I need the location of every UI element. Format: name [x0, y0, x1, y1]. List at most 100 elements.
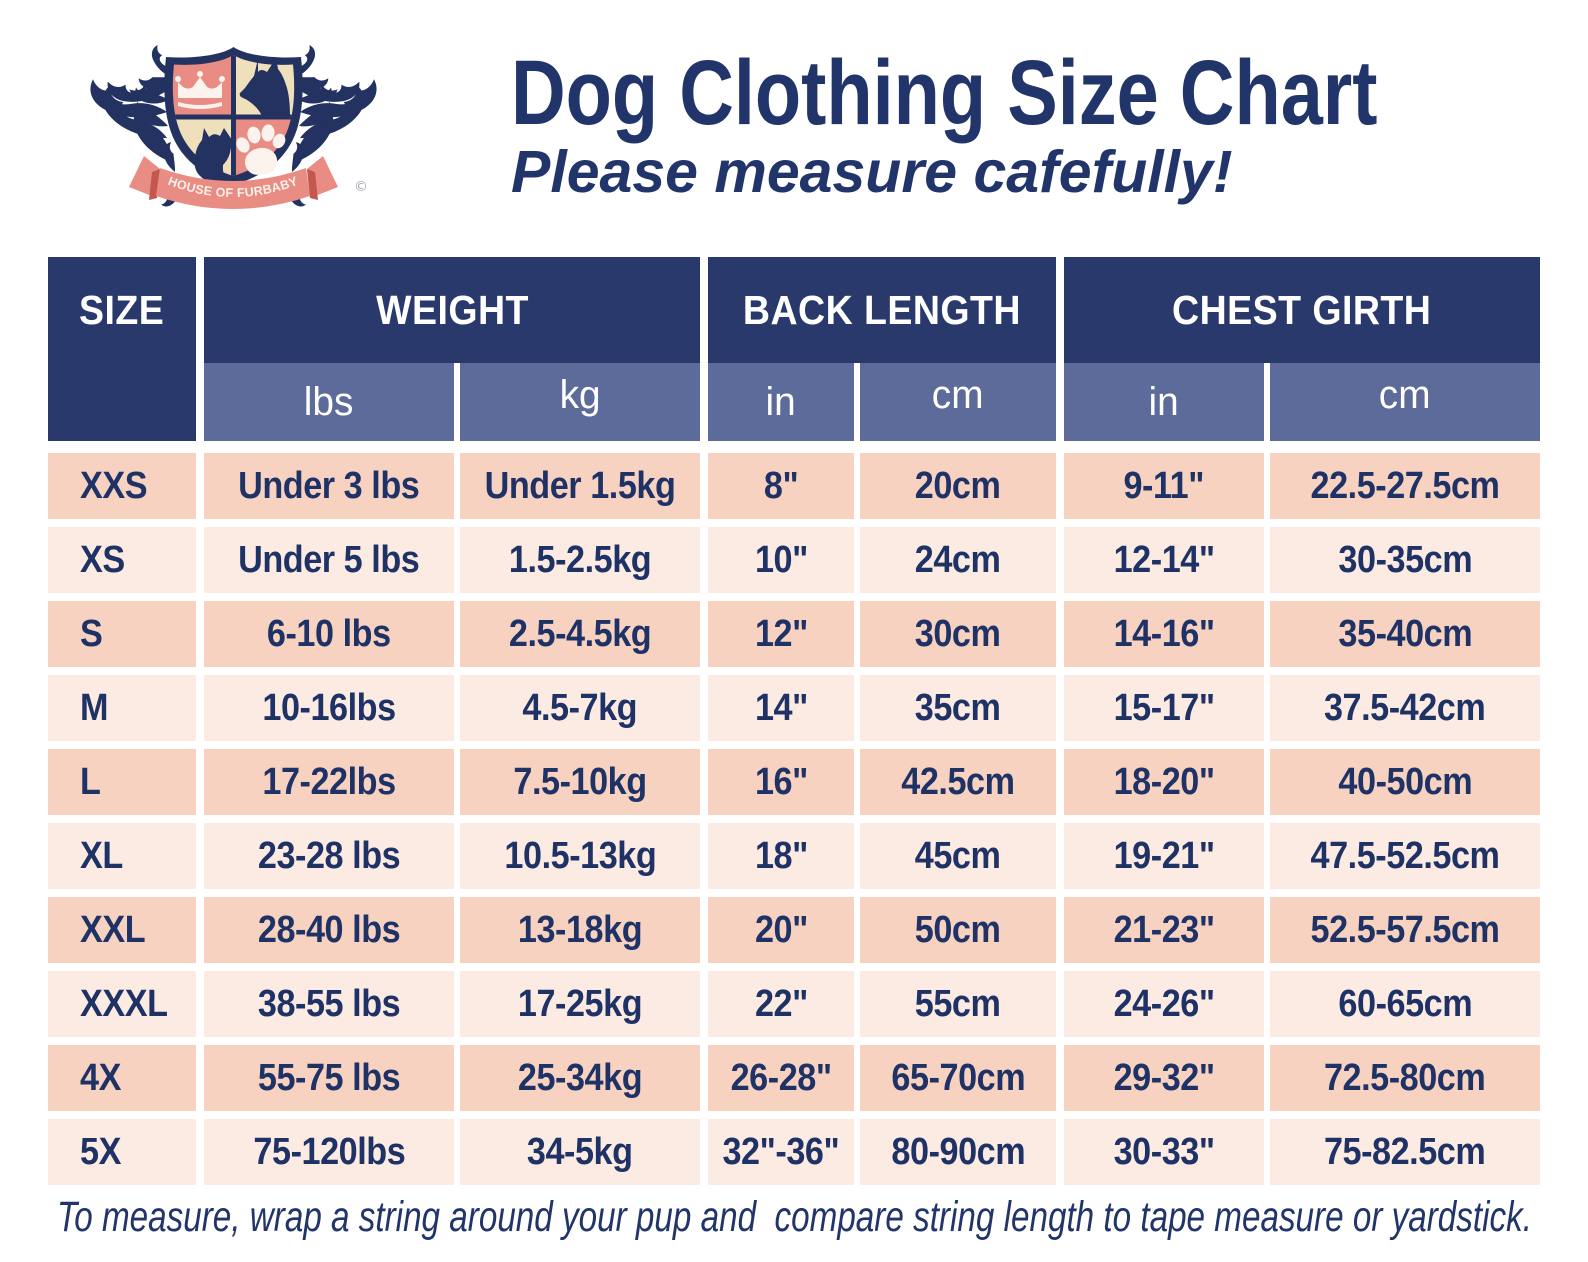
cell-weight-kg: 10.5-13kg — [460, 823, 700, 889]
cell-chest-girth-in: 14-16" — [1064, 601, 1264, 667]
cell-text: 15-17" — [1113, 686, 1215, 729]
cell-text: 12" — [754, 612, 808, 655]
cell-text: 40-50cm — [1338, 760, 1472, 803]
unit-header-lbs: lbs — [204, 363, 454, 441]
table-row-xxxl: XXXL 38-55 lbs 17-25kg 22" 55cm 24-26" 6… — [48, 971, 1540, 1037]
table-row-s: S 6-10 lbs 2.5-4.5kg 12" 30cm 14-16" 35-… — [48, 601, 1540, 667]
copyright-icon: © — [354, 179, 368, 195]
cell-text: 45cm — [915, 834, 1001, 877]
table-row-5x: 5X 75-120lbs 34-5kg 32"-36" 80-90cm 30-3… — [48, 1119, 1540, 1185]
chest-girth-label-text: CHEST GIRTH — [1172, 286, 1432, 333]
cell-chest-girth-cm: 75-82.5cm — [1270, 1119, 1540, 1185]
cell-text: 75-82.5cm — [1324, 1130, 1486, 1173]
paw-print-icon — [236, 124, 286, 175]
cell-back-length-cm: 24cm — [860, 527, 1056, 593]
cell-back-length-cm: 80-90cm — [860, 1119, 1056, 1185]
cell-weight-kg: 7.5-10kg — [460, 749, 700, 815]
cell-back-length-in: 26-28" — [708, 1045, 854, 1111]
cell-weight-lbs: 38-55 lbs — [204, 971, 454, 1037]
cell-text: 24-26" — [1113, 982, 1215, 1025]
cell-text: 38-55 lbs — [257, 982, 401, 1025]
cell-text: 55cm — [915, 982, 1001, 1025]
cell-weight-lbs: 55-75 lbs — [204, 1045, 454, 1111]
cell-text: 72.5-80cm — [1324, 1056, 1486, 1099]
cell-text: Under 5 lbs — [238, 538, 420, 581]
cell-chest-girth-cm: 72.5-80cm — [1270, 1045, 1540, 1111]
cell-text: 30-33" — [1113, 1130, 1215, 1173]
cell-weight-kg: 1.5-2.5kg — [460, 527, 700, 593]
column-header-chest-girth: CHEST GIRTH — [1064, 257, 1540, 363]
unit-header-kg-label: kg — [559, 372, 601, 417]
cell-back-length-in: 18" — [708, 823, 854, 889]
column-group-chest-girth: CHEST GIRTH in cm — [1064, 257, 1540, 441]
cell-text: 10-16lbs — [262, 686, 396, 729]
cell-weight-lbs: 6-10 lbs — [204, 601, 454, 667]
cell-weight-kg: Under 1.5kg — [460, 453, 700, 519]
cell-text: 42.5cm — [901, 760, 1015, 803]
cell-text: 21-23" — [1113, 908, 1215, 951]
cell-back-length-cm: 42.5cm — [860, 749, 1056, 815]
measuring-instructions: To measure, wrap a string around your pu… — [57, 1193, 1533, 1241]
unit-header-back-in: in — [708, 363, 854, 441]
cell-chest-girth-cm: 37.5-42cm — [1270, 675, 1540, 741]
cell-text: 28-40 lbs — [257, 908, 401, 951]
cell-text: 17-22lbs — [262, 760, 396, 803]
column-group-back-length: BACK LENGTH in cm — [708, 257, 1056, 441]
column-group-weight: WEIGHT lbs kg — [204, 257, 700, 441]
cell-text: 37.5-42cm — [1324, 686, 1486, 729]
cell-text: 24cm — [915, 538, 1001, 581]
cell-back-length-in: 16" — [708, 749, 854, 815]
cell-text: 35cm — [915, 686, 1001, 729]
cell-text: 23-28 lbs — [257, 834, 401, 877]
cell-back-length-in: 14" — [708, 675, 854, 741]
unit-header-lbs-label: lbs — [304, 379, 354, 424]
cell-text: 12-14" — [1113, 538, 1215, 581]
unit-header-kg: kg — [460, 363, 700, 441]
cell-weight-lbs: 75-120lbs — [204, 1119, 454, 1185]
cell-text: 25-34kg — [517, 1056, 643, 1099]
cell-back-length-in: 10" — [708, 527, 854, 593]
cell-text: 20cm — [915, 464, 1001, 507]
cell-size: XXS — [48, 453, 196, 519]
cell-text: 30-35cm — [1338, 538, 1472, 581]
cell-weight-lbs: Under 5 lbs — [204, 527, 454, 593]
cell-weight-kg: 13-18kg — [460, 897, 700, 963]
cell-back-length-in: 32"-36" — [708, 1119, 854, 1185]
unit-header-chest-cm: cm — [1270, 363, 1540, 441]
table-header: SIZE WEIGHT lbs kg BACK LENGTH in cm CHE… — [48, 257, 1540, 441]
cell-text: 65-70cm — [891, 1056, 1025, 1099]
cell-text: 4.5-7kg — [522, 686, 638, 729]
cell-text: 9-11" — [1123, 464, 1205, 507]
table-row-xs: XS Under 5 lbs 1.5-2.5kg 10" 24cm 12-14"… — [48, 527, 1540, 593]
cell-size: XXL — [48, 897, 196, 963]
cell-text: 8" — [763, 464, 799, 507]
cell-back-length-in: 12" — [708, 601, 854, 667]
house-of-furbaby-crest-logo: HOUSE OF FURBABY © — [89, 44, 378, 209]
unit-header-back-cm-label: cm — [932, 372, 984, 417]
cell-text: 20" — [754, 908, 808, 951]
column-header-size-label: SIZE — [75, 257, 168, 363]
cell-back-length-cm: 45cm — [860, 823, 1056, 889]
cell-text: 5X — [80, 1130, 121, 1173]
cell-size: XXXL — [48, 971, 196, 1037]
cell-text: 18" — [754, 834, 808, 877]
cell-text: 26-28" — [730, 1056, 832, 1099]
cell-text: 80-90cm — [891, 1130, 1025, 1173]
cell-weight-lbs: Under 3 lbs — [204, 453, 454, 519]
unit-header-back-in-label: in — [765, 379, 797, 424]
column-header-size: SIZE — [48, 257, 196, 441]
cat-head-icon — [194, 128, 232, 183]
cell-text: 6-10 lbs — [267, 612, 391, 655]
cell-text: S — [80, 612, 103, 655]
cell-text: 60-65cm — [1338, 982, 1472, 1025]
cell-chest-girth-cm: 40-50cm — [1270, 749, 1540, 815]
cell-chest-girth-cm: 22.5-27.5cm — [1270, 453, 1540, 519]
cell-weight-lbs: 10-16lbs — [204, 675, 454, 741]
cell-text: Under 3 lbs — [238, 464, 420, 507]
page-title: Dog Clothing Size Chart — [511, 42, 1378, 144]
cell-text: 34-5kg — [527, 1130, 633, 1173]
back-length-label-text: BACK LENGTH — [742, 286, 1022, 333]
cell-size: XS — [48, 527, 196, 593]
cell-chest-girth-cm: 30-35cm — [1270, 527, 1540, 593]
